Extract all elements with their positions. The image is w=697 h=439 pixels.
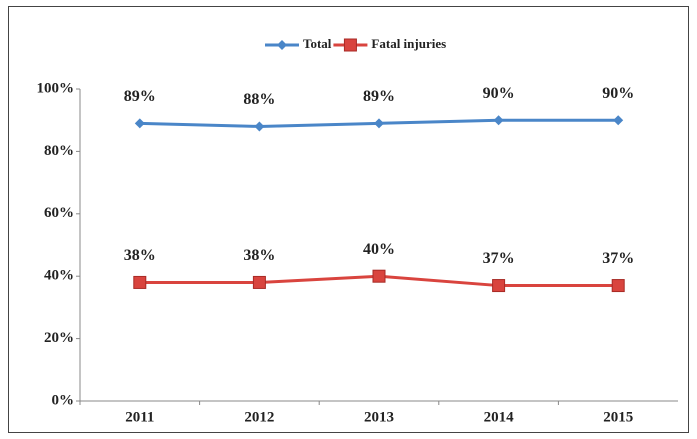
y-tick-label: 40% [44,268,74,284]
value-label: 38% [243,247,275,264]
value-label: 90% [483,85,515,102]
value-label: 38% [124,247,156,264]
value-label: 89% [124,88,156,105]
y-tick-label: 100% [37,80,75,96]
point [493,115,504,126]
point [611,279,625,293]
point [254,121,265,132]
point [374,118,384,129]
point [613,115,624,126]
point [252,275,266,289]
legend-marker [343,38,357,52]
point [372,269,386,283]
legend-label: Fatal injuries [371,36,446,51]
point [492,279,506,293]
point [133,275,147,289]
y-tick-label: 80% [44,143,74,159]
legend-label: Total [303,36,332,51]
value-label: 40% [363,241,395,258]
x-tick-label: 2014 [484,409,515,425]
y-tick-label: 60% [44,205,74,221]
y-tick-label: 0% [52,392,75,408]
legend-marker [277,40,287,50]
value-label: 37% [602,250,634,267]
x-tick-label: 2011 [125,409,154,425]
value-label: 88% [243,91,275,108]
y-tick-label: 20% [44,330,74,346]
value-label: 89% [363,88,395,105]
value-label: 90% [602,85,634,102]
x-tick-label: 2012 [244,409,274,425]
x-tick-label: 2015 [603,409,633,425]
frame [8,6,689,433]
point [134,118,145,129]
x-tick-label: 2013 [364,409,394,425]
value-label: 37% [483,250,515,267]
